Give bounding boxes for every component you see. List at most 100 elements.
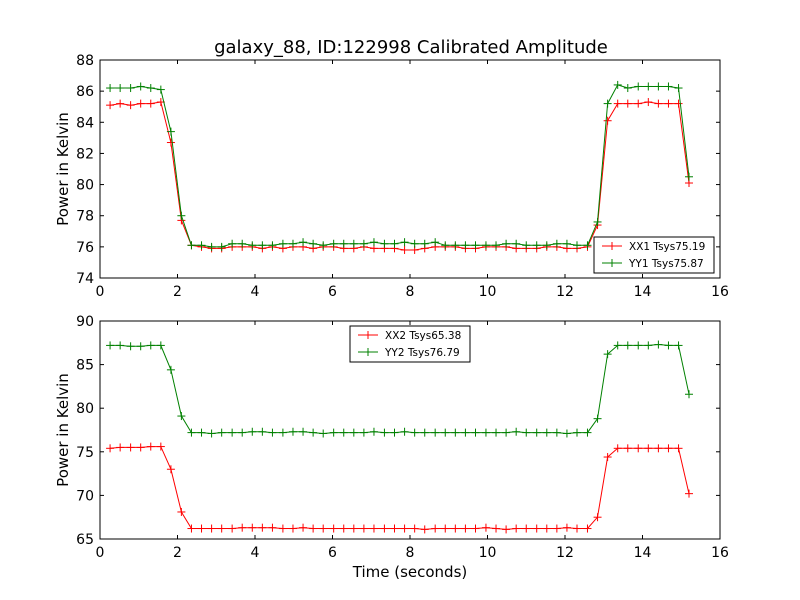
x-tick-label: 12	[556, 284, 574, 300]
bottom-panel: 0 2 4 6 8 10 12 14 16 65 70 75 80 85 90 Power in Kelvin…	[54, 314, 729, 581]
data-point	[177, 211, 186, 220]
data-point	[177, 412, 186, 421]
x-tick-label: 4	[251, 545, 260, 561]
data-point	[369, 427, 378, 436]
data-point	[664, 341, 673, 350]
x-tick-label: 2	[173, 284, 182, 300]
data-point	[400, 245, 409, 254]
data-point	[319, 241, 328, 250]
data-point	[319, 429, 328, 438]
data-point	[410, 239, 419, 248]
data-point	[471, 524, 480, 533]
data-point	[278, 524, 287, 533]
data-point	[603, 453, 612, 462]
data-point	[106, 84, 115, 93]
data-point	[299, 523, 308, 532]
x-tick-label: 0	[96, 545, 105, 561]
data-point	[177, 507, 186, 516]
legend-label: XX2 Tsys65.38	[385, 330, 461, 342]
data-point	[532, 241, 541, 250]
data-point	[431, 524, 440, 533]
data-point	[309, 428, 318, 437]
data-point	[207, 242, 216, 251]
data-point	[410, 524, 419, 533]
data-point	[685, 172, 693, 181]
data-point	[268, 428, 277, 437]
chart-title: galaxy_88, ID:122998 Calibrated Amplitud…	[214, 37, 608, 58]
data-point	[187, 524, 196, 533]
data-point	[217, 428, 226, 437]
data-point	[146, 99, 155, 108]
data-point	[654, 444, 663, 453]
top-panel: 0 2 4 6 8 10 12 14 16 74 76 78 80 82 84 86 88 Power in Ke…	[54, 53, 729, 300]
data-point	[451, 428, 460, 437]
data-point	[573, 428, 582, 437]
data-point	[268, 523, 277, 532]
x-tick-label: 6	[328, 545, 337, 561]
data-point	[278, 239, 287, 248]
y-tick-label: 80	[76, 178, 94, 194]
data-point	[654, 340, 663, 349]
data-point	[664, 99, 673, 108]
data-point	[187, 428, 196, 437]
x-tick-label: 16	[711, 284, 729, 300]
data-point	[228, 428, 237, 437]
y-tick-label: 88	[76, 53, 94, 69]
data-point	[187, 241, 196, 250]
y-tick-label: 74	[76, 271, 94, 287]
x-tick-label: 2	[173, 545, 182, 561]
data-point	[451, 524, 460, 533]
x-tick-label: 0	[96, 284, 105, 300]
data-point	[685, 489, 693, 498]
data-point	[492, 428, 501, 437]
data-point	[258, 523, 267, 532]
data-point	[238, 428, 247, 437]
x-axis-label: Time (seconds)	[352, 563, 468, 581]
data-point	[359, 524, 368, 533]
data-point	[106, 341, 115, 350]
data-point	[674, 99, 683, 108]
data-point	[400, 524, 409, 533]
y-tick-label: 82	[76, 146, 94, 162]
data-point	[116, 84, 125, 93]
data-point	[197, 241, 206, 250]
data-point	[613, 341, 622, 350]
data-point	[634, 82, 643, 91]
data-point	[583, 241, 592, 250]
data-point	[552, 239, 561, 248]
data-point	[390, 239, 399, 248]
data-point	[268, 241, 277, 250]
data-point	[593, 513, 602, 522]
data-point	[349, 239, 358, 248]
x-tick-label: 14	[634, 545, 652, 561]
data-point	[613, 99, 622, 108]
data-point	[674, 444, 683, 453]
data-point	[390, 428, 399, 437]
data-point	[248, 523, 257, 532]
y-axis-label: Power in Kelvin	[54, 112, 72, 226]
legend-box	[593, 236, 715, 274]
data-point	[522, 241, 531, 250]
data-point	[552, 524, 561, 533]
data-point	[420, 428, 429, 437]
data-point	[369, 524, 378, 533]
data-point	[116, 443, 125, 452]
series-line-2	[110, 84, 690, 248]
y-tick-label: 78	[76, 209, 94, 225]
legend-box	[349, 325, 471, 363]
data-point	[461, 428, 470, 437]
x-tick-label: 8	[406, 545, 415, 561]
legend-label: YY1 Tsys75.87	[628, 258, 704, 270]
y-tick-label: 65	[76, 532, 94, 548]
data-point	[613, 444, 622, 453]
data-point	[431, 238, 440, 247]
data-point	[126, 443, 135, 452]
data-point	[146, 442, 155, 451]
data-point	[299, 238, 308, 247]
data-point	[685, 390, 693, 399]
x-tick-label: 12	[556, 545, 574, 561]
data-point	[492, 241, 501, 250]
data-point	[197, 428, 206, 437]
data-point	[420, 525, 429, 534]
